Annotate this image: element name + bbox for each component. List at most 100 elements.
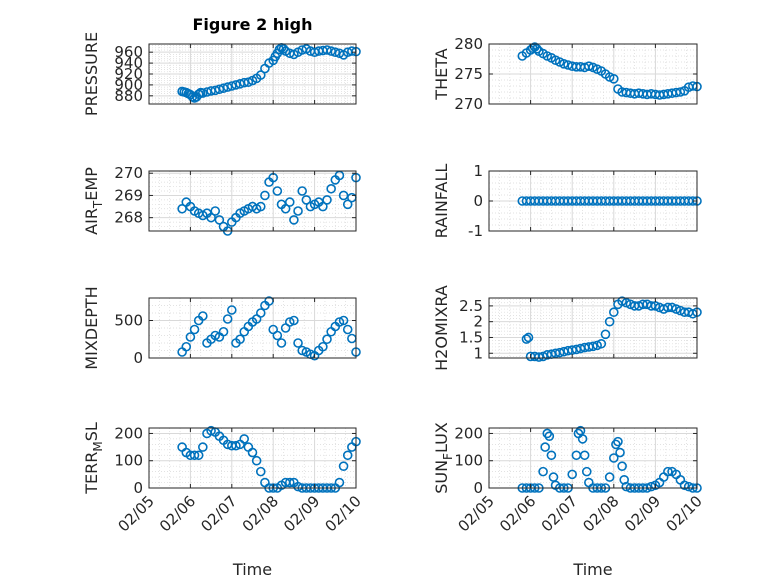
- data-point: [538, 351, 548, 362]
- y-tick-label: 200: [454, 424, 483, 442]
- data-point: [322, 45, 332, 55]
- data-point: [210, 330, 221, 341]
- data-point: [210, 206, 221, 216]
- data-point: [667, 302, 677, 313]
- data-point: [617, 461, 627, 471]
- data-point: [600, 329, 611, 340]
- data-point: [592, 340, 602, 351]
- data-point: [322, 195, 332, 205]
- y-tick-label: 100: [114, 452, 143, 470]
- data-point: [318, 201, 328, 212]
- x-tick-label: 02/09: [621, 492, 664, 535]
- data-point: [534, 352, 544, 362]
- subplot-6: 11.522.5 H2OMIXRA: [432, 285, 702, 371]
- data-point: [577, 434, 588, 444]
- data-point: [621, 297, 632, 308]
- y-tick-label: 960: [114, 43, 143, 61]
- y-axis-label: THETA: [432, 48, 451, 100]
- x-tick-label: 02/06: [496, 492, 539, 535]
- data-point: [255, 70, 266, 80]
- x-tick-label: 02/10: [663, 492, 706, 535]
- data-point: [546, 450, 557, 461]
- data-point: [544, 431, 555, 441]
- x-tick-label: 02/05: [455, 492, 498, 535]
- data-point: [322, 334, 332, 345]
- data-point: [596, 338, 607, 349]
- y-tick-label: 0: [133, 349, 143, 367]
- axes-box: [148, 170, 357, 232]
- data-point: [193, 450, 204, 461]
- data-point: [260, 190, 270, 201]
- y-tick-label: 900: [114, 76, 143, 94]
- data-point: [206, 212, 216, 223]
- data-point: [293, 338, 303, 348]
- data-point: [227, 305, 237, 315]
- data-point: [198, 88, 208, 98]
- data-point: [334, 317, 345, 327]
- x-tick-label: 02/10: [322, 492, 365, 535]
- data-point: [251, 455, 262, 466]
- subplot-4: -1 0 1 RAINFALL: [432, 162, 702, 240]
- data-point: [198, 311, 208, 321]
- subplot-5: 0 500 MIXDEPTH: [82, 286, 361, 370]
- chart-title: Figure 2 high: [193, 15, 313, 34]
- data-point: [559, 58, 569, 69]
- y-tick-label: 940: [114, 54, 143, 72]
- y-tick-label: 280: [454, 35, 483, 53]
- y-tick-label: 275: [454, 65, 483, 83]
- data-point: [272, 330, 283, 341]
- data-point: [255, 308, 266, 318]
- data-point: [181, 341, 192, 352]
- data-point: [604, 472, 615, 482]
- data-point: [542, 428, 553, 439]
- data-point: [338, 315, 349, 326]
- x-tick-label: 02/08: [579, 492, 622, 535]
- x-tick-label: 02/09: [280, 492, 323, 535]
- data-point: [297, 186, 307, 196]
- data-point: [342, 324, 353, 335]
- data-point: [532, 43, 542, 54]
- x-axis-label: Time: [572, 560, 612, 579]
- data-point: [278, 44, 289, 54]
- y-tick-label: -1: [468, 222, 483, 240]
- y-tick-label: 269: [114, 186, 143, 204]
- data-point: [301, 195, 312, 205]
- y-axis-label: RAINFALL: [432, 164, 451, 239]
- data-point: [284, 477, 295, 488]
- data-point: [222, 314, 233, 324]
- data-point: [538, 466, 548, 477]
- y-tick-label: 1: [473, 162, 483, 180]
- y-tick-label: 0: [133, 479, 143, 497]
- data-point: [342, 199, 353, 210]
- data-point: [671, 304, 682, 314]
- data-point: [247, 447, 258, 458]
- data-point: [663, 466, 673, 477]
- data-point: [326, 183, 336, 194]
- axes-box: [488, 297, 698, 359]
- data-point: [255, 466, 266, 477]
- y-tick-label: 2.5: [459, 297, 483, 315]
- data-point: [218, 326, 229, 337]
- data-point: [540, 442, 550, 452]
- subplot-3: 268 269 270 AIRTEMP: [82, 164, 361, 236]
- data-point: [613, 436, 623, 447]
- data-point: [523, 332, 534, 343]
- data-point: [330, 47, 341, 57]
- y-tick-label: 2: [473, 313, 483, 331]
- data-point: [579, 450, 590, 461]
- data-point: [210, 85, 221, 96]
- y-tick-label: 0: [473, 192, 483, 210]
- y-tick-label: 270: [454, 95, 483, 113]
- x-tick-label: 02/06: [156, 492, 199, 535]
- data-point: [604, 316, 615, 327]
- x-tick-label: 02/05: [115, 492, 158, 535]
- y-tick-label: 270: [114, 164, 143, 182]
- data-point: [276, 338, 287, 348]
- y-tick-label: 880: [114, 87, 143, 105]
- data-point: [338, 190, 349, 201]
- y-tick-label: 1: [473, 344, 483, 362]
- y-axis-label: MIXDEPTH: [82, 286, 101, 369]
- data-point: [318, 341, 328, 352]
- data-point: [611, 439, 621, 450]
